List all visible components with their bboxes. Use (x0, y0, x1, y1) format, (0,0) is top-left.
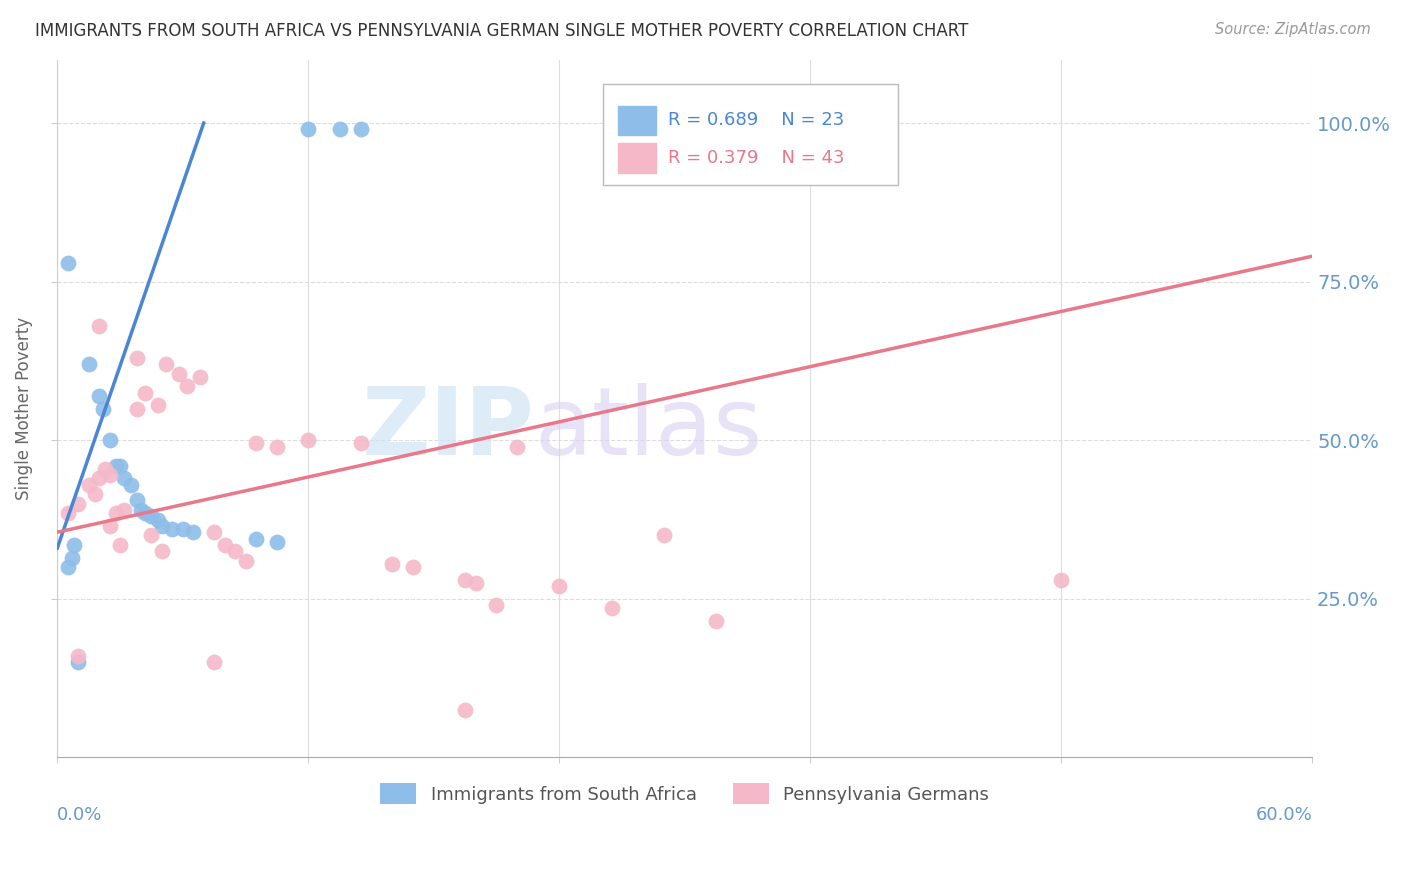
Point (63, 538, 86, 552)
Point (98, 468, 121, 483)
Text: 60.0%: 60.0% (1256, 806, 1312, 824)
Point (172, 522, 194, 536)
Point (454, 573, 477, 587)
Point (129, 503, 152, 517)
Text: Source: ZipAtlas.com: Source: ZipAtlas.com (1215, 22, 1371, 37)
Point (67, 648, 90, 663)
Point (108, 538, 131, 552)
Point (402, 560, 425, 574)
Point (485, 598, 508, 612)
Point (329, 122, 352, 136)
Point (266, 534, 288, 549)
Point (652, 528, 675, 542)
Text: R = 0.379    N = 43: R = 0.379 N = 43 (668, 149, 845, 167)
Point (600, 601, 623, 615)
Point (94, 462, 117, 476)
Point (297, 122, 319, 136)
Point (134, 506, 156, 520)
Point (89, 319, 111, 334)
Point (108, 458, 131, 473)
Point (245, 436, 267, 450)
Point (112, 471, 135, 485)
Point (98, 434, 121, 448)
Point (98, 519, 121, 533)
Point (77, 477, 100, 491)
Point (56, 255, 79, 269)
FancyBboxPatch shape (603, 84, 898, 186)
Point (60, 550, 83, 565)
Point (297, 434, 319, 448)
Point (146, 512, 169, 526)
Point (202, 655, 225, 669)
Point (235, 554, 257, 568)
Point (506, 440, 529, 454)
Point (89, 471, 111, 485)
Point (146, 398, 169, 412)
Text: IMMIGRANTS FROM SOUTH AFRICA VS PENNSYLVANIA GERMAN SINGLE MOTHER POVERTY CORREL: IMMIGRANTS FROM SOUTH AFRICA VS PENNSYLV… (35, 22, 969, 40)
Point (548, 579, 571, 593)
Point (125, 351, 148, 365)
Point (349, 436, 371, 450)
Point (84, 487, 107, 501)
Point (176, 379, 198, 393)
Point (381, 557, 404, 571)
Point (349, 122, 371, 136)
Legend: Immigrants from South Africa, Pennsylvania Germans: Immigrants from South Africa, Pennsylvan… (373, 776, 997, 811)
Point (125, 493, 148, 508)
Text: R = 0.689    N = 23: R = 0.689 N = 23 (668, 112, 845, 129)
Point (125, 401, 148, 416)
Point (134, 385, 156, 400)
Bar (619, 144, 655, 173)
Text: ZIP: ZIP (361, 384, 534, 475)
Point (104, 458, 127, 473)
Point (112, 503, 135, 517)
Point (150, 544, 173, 558)
Point (799, 122, 821, 136)
Point (150, 519, 173, 533)
Point (89, 389, 111, 403)
Point (91, 401, 114, 416)
Point (167, 367, 190, 381)
Point (162, 522, 184, 536)
Point (155, 357, 177, 371)
Point (266, 440, 288, 454)
Point (67, 655, 90, 669)
Point (141, 528, 163, 542)
Point (1050, 573, 1073, 587)
Point (454, 703, 477, 717)
Point (202, 525, 225, 540)
Point (245, 532, 267, 546)
Point (56, 560, 79, 574)
Point (67, 497, 90, 511)
Point (464, 576, 486, 591)
Point (704, 614, 727, 628)
Text: 0.0%: 0.0% (58, 806, 103, 824)
Point (224, 544, 246, 558)
Point (214, 538, 236, 552)
Point (77, 357, 100, 371)
Bar (619, 105, 655, 135)
Point (120, 477, 142, 491)
Point (181, 525, 204, 540)
Y-axis label: Single Mother Poverty: Single Mother Poverty (15, 317, 32, 500)
Text: atlas: atlas (534, 384, 762, 475)
Point (104, 506, 127, 520)
Point (188, 369, 211, 384)
Point (141, 509, 163, 524)
Point (56, 506, 79, 520)
